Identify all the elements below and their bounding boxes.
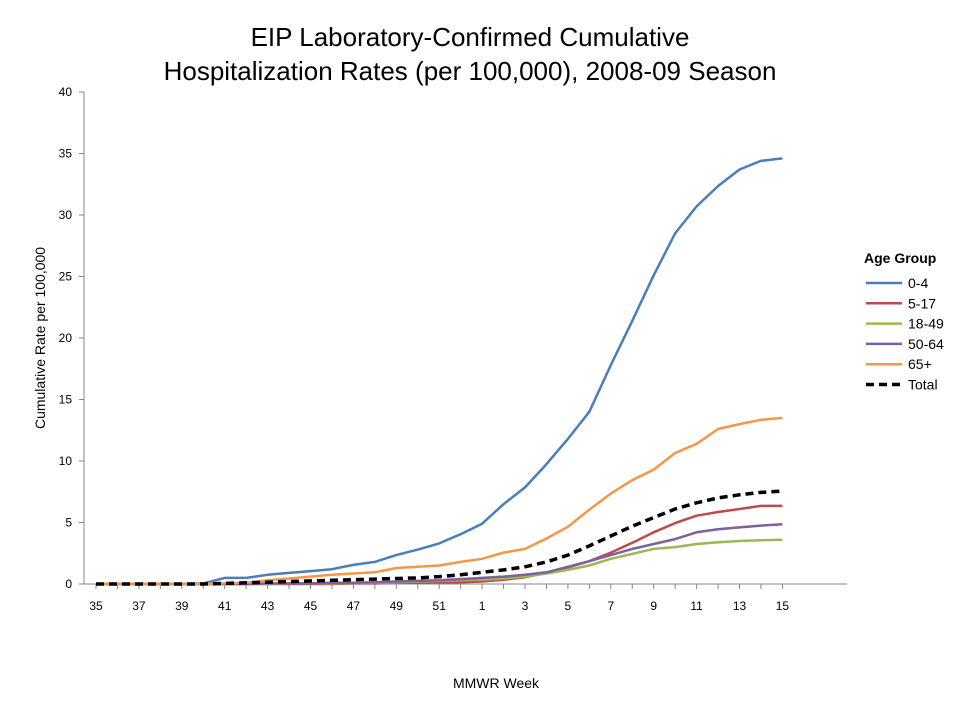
x-tick-label: 5 <box>565 599 572 613</box>
y-tick-label: 5 <box>65 516 72 530</box>
x-tick-label: 35 <box>89 599 103 613</box>
x-tick-label: 41 <box>218 599 232 613</box>
x-tick-label: 9 <box>650 599 657 613</box>
x-axis-title: MMWR Week <box>453 675 540 691</box>
x-tick-label: 3 <box>522 599 529 613</box>
x-tick-label: 15 <box>776 599 790 613</box>
legend-item: 18-49 <box>866 316 944 332</box>
x-tick-label: 45 <box>304 599 318 613</box>
series-line-65- <box>96 416 783 586</box>
chart-title: EIP Laboratory-Confirmed Cumulative Hospi… <box>164 22 777 86</box>
x-tick-label: 37 <box>132 599 146 613</box>
legend-item: 65+ <box>866 356 932 372</box>
series-lines <box>96 157 783 586</box>
y-tick-label: 10 <box>59 454 73 468</box>
chart-title-line-2: Hospitalization Rates (per 100,000), 200… <box>164 56 777 86</box>
x-tick-label: 7 <box>607 599 614 613</box>
series-line-0-4 <box>96 157 783 586</box>
y-tick-label: 25 <box>59 270 73 284</box>
x-tick-label: 13 <box>733 599 747 613</box>
y-tick-label: 40 <box>59 85 73 99</box>
legend-label: 5-17 <box>908 295 936 311</box>
series-line-5-17 <box>96 504 783 586</box>
legend-label: 50-64 <box>908 336 944 352</box>
y-axis-title: Cumulative Rate per 100,000 <box>32 247 48 429</box>
y-tick-label: 0 <box>65 577 72 591</box>
series-line-total <box>96 489 783 586</box>
legend-title: Age Group <box>864 250 936 266</box>
legend-item: 50-64 <box>866 336 944 352</box>
y-tick-label: 20 <box>59 331 73 345</box>
x-tick-label: 39 <box>175 599 189 613</box>
x-axis-ticks: 35 37 39 41 43 45 47 49 51 1 3 5 7 9 11 13 15 <box>89 584 789 613</box>
x-tick-label: 51 <box>433 599 447 613</box>
legend-label: 0-4 <box>908 275 928 291</box>
legend-item: 0-4 <box>866 275 928 291</box>
legend-label: 18-49 <box>908 316 944 332</box>
legend-item: Total <box>866 377 938 393</box>
chart-title-line-1: EIP Laboratory-Confirmed Cumulative <box>251 22 690 52</box>
x-tick-label: 11 <box>690 599 703 613</box>
legend: Age Group 0-4 5-17 18-49 50-64 65+ Total <box>864 250 944 393</box>
x-tick-label: 1 <box>479 599 486 613</box>
y-tick-label: 15 <box>59 393 73 407</box>
x-tick-label: 43 <box>261 599 275 613</box>
legend-items: 0-4 5-17 18-49 50-64 65+ Total <box>866 275 944 393</box>
y-tick-label: 30 <box>59 208 73 222</box>
legend-label: 65+ <box>908 356 932 372</box>
y-axis-ticks: 0 5 10 15 20 25 30 35 40 <box>59 85 84 591</box>
legend-label: Total <box>908 377 938 393</box>
x-tick-label: 49 <box>390 599 404 613</box>
x-tick-label: 47 <box>347 599 361 613</box>
y-tick-label: 35 <box>59 147 73 161</box>
legend-item: 5-17 <box>866 295 936 311</box>
